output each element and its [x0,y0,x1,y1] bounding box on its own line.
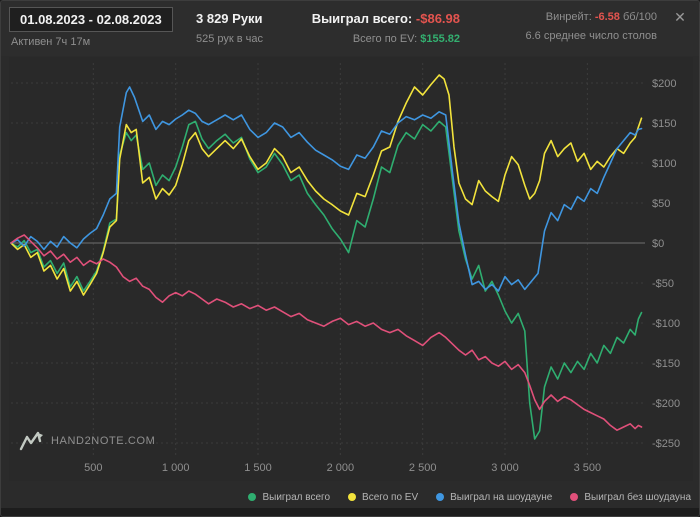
avg-tables-label: 6.6 среднее число столов [525,30,657,42]
svg-text:-$50: -$50 [652,278,674,290]
svg-text:1 000: 1 000 [162,462,190,474]
svg-text:$150: $150 [652,118,676,130]
winrate-value: -6.58 [594,11,620,23]
winrate-unit: бб/100 [622,11,657,23]
svg-text:-$150: -$150 [652,358,680,370]
legend-dot-blue [436,493,445,501]
svg-text:3 000: 3 000 [491,462,519,474]
legend-item-non-showdown[interactable]: Выиграл без шоудауна [570,492,691,503]
legend-label: Выиграл на шоудауне [450,491,553,503]
legend-item-showdown[interactable]: Выиграл на шоудауне [436,492,552,503]
svg-text:500: 500 [84,462,102,474]
ev-total-label: Всего по EV: [352,33,418,45]
svg-text:2 000: 2 000 [327,462,355,474]
active-time-label: Активен 7ч 17м [11,36,91,48]
winrate-column: Винрейт: -6.58 бб/100 6.6 среднее число … [525,11,657,42]
svg-text:3 500: 3 500 [574,462,602,474]
winnings-chart: 500 1 000 1 500 2 000 2 500 3 000 3 500 $200 $15… [10,63,680,474]
legend-dot-pink [570,493,579,501]
close-icon[interactable]: ✕ [674,9,686,25]
svg-text:$50: $50 [652,198,670,210]
chart-panel: 500 1 000 1 500 2 000 2 500 3 000 3 500 $200 $15… [9,57,693,481]
svg-text:-$250: -$250 [652,438,680,450]
legend-label: Выиграл всего [262,491,331,503]
winnings-column: Выиграл всего: -$86.98 Всего по EV: $155… [288,11,460,45]
won-total-label: Выиграл всего: [311,11,413,26]
svg-text:2 500: 2 500 [409,462,437,474]
hands-column: 3 829 Руки 525 рук в час [196,11,263,45]
legend-label: Всего по EV [362,491,419,503]
won-total-value: -$86.98 [415,11,460,26]
horizontal-scrollbar[interactable] [1,508,699,516]
legend-dot-green [248,493,257,501]
date-range-selector[interactable]: 01.08.2023 - 02.08.2023 [9,7,173,32]
hands-count: 3 829 Руки [196,11,263,26]
winrate-label: Винрейт: [545,11,592,23]
svg-text:$0: $0 [652,238,664,250]
legend-item-ev-total[interactable]: Всего по EV [348,492,418,503]
hand2note-logo-icon [19,431,43,451]
legend-dot-yellow [348,493,357,501]
hands-per-hour: 525 рук в час [196,33,264,45]
ev-total-value: $155.82 [420,33,460,45]
svg-text:$200: $200 [652,78,676,90]
svg-text:-$100: -$100 [652,318,680,330]
legend-label: Выиграл без шоудауна [584,491,691,503]
svg-text:1 500: 1 500 [244,462,272,474]
logo-text: HAND2NOTE.COM [51,435,156,447]
svg-text:$100: $100 [652,158,676,170]
chart-legend: Выиграл всего Всего по EV Выиграл на шоу… [1,485,691,509]
svg-text:-$200: -$200 [652,398,680,410]
hand2note-logo: HAND2NOTE.COM [19,431,155,451]
session-header: 01.08.2023 - 02.08.2023 Активен 7ч 17м 3… [1,1,699,56]
legend-item-won-total[interactable]: Выиграл всего [248,492,330,503]
